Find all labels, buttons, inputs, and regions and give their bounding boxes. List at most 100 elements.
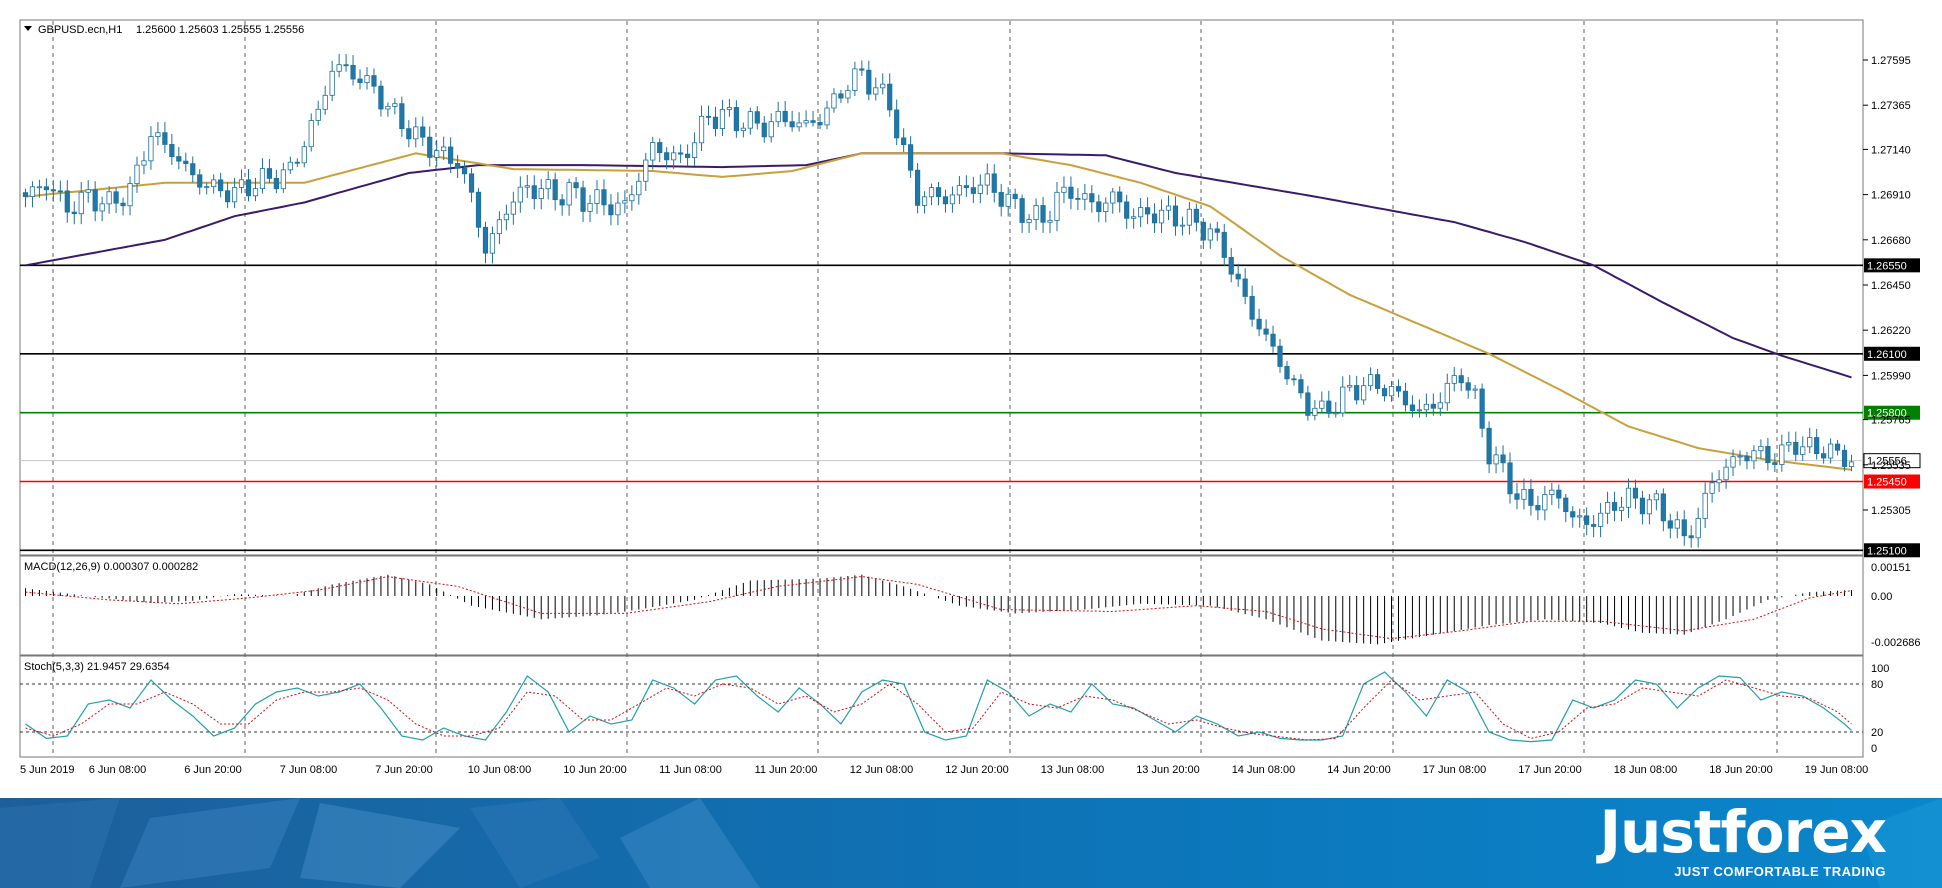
time-tick-label: 5 Jun 2019 <box>20 764 74 776</box>
ohlc-label: 1.25600 1.25603 1.25555 1.25556 <box>136 24 304 36</box>
stoch-label: Stoch(5,3,3) 21.9457 29.6354 <box>24 661 170 673</box>
candle-bull <box>1674 519 1680 529</box>
candle-bear <box>448 146 454 164</box>
candle-bull <box>99 203 105 212</box>
level-tag <box>1864 405 1920 420</box>
level-tag-label: 1.25450 <box>1867 477 1907 489</box>
candle-bear <box>1765 445 1771 464</box>
candle-bear <box>1660 493 1666 522</box>
candle-bear <box>664 152 670 161</box>
candle-bear <box>1242 278 1248 297</box>
stoch-panel-frame <box>19 655 1864 758</box>
candle-bear <box>1270 333 1276 347</box>
level-tag <box>1864 543 1920 558</box>
candle-bull <box>824 107 830 126</box>
ma-fast-line <box>25 152 1852 471</box>
candle-bear <box>1040 205 1046 223</box>
macd-tick-label: 0.00 <box>1871 591 1892 603</box>
candle-bull <box>280 169 286 190</box>
candle-bear <box>887 83 893 111</box>
candle-bear <box>1409 404 1416 411</box>
candle-bull <box>538 188 544 199</box>
candle-bear <box>71 211 77 215</box>
price-tick-label: 1.25535 <box>1871 460 1911 472</box>
candle-bull <box>1493 454 1499 465</box>
time-tick-label: 13 Jun 20:00 <box>1136 764 1200 776</box>
candle-bull <box>141 160 147 166</box>
stoch-tick-label: 20 <box>1871 727 1883 739</box>
candle-bull <box>650 142 656 161</box>
candle-bear <box>1075 198 1081 200</box>
price-tick-label: 1.26680 <box>1871 235 1911 247</box>
candle-bear <box>169 144 175 157</box>
candle-bull <box>845 90 851 99</box>
level-tag-label: 1.26550 <box>1867 260 1907 272</box>
candle-bear <box>266 168 273 179</box>
candle-bull <box>315 108 321 121</box>
candle-bear <box>1535 505 1541 511</box>
candle-bull <box>503 213 509 221</box>
candlestick-chart: 1.26550 1.26100 1.25800 1.25450 1.25100 1.255… <box>19 19 1921 776</box>
candle-bull <box>671 152 677 161</box>
candle-bear <box>1012 193 1018 199</box>
candle-bear <box>475 191 482 228</box>
candle-bear <box>454 163 461 169</box>
candle-bull <box>1416 409 1423 412</box>
time-tick-label: 17 Jun 20:00 <box>1518 764 1582 776</box>
candle-bear <box>810 120 816 123</box>
macd-panel-frame <box>19 555 1864 656</box>
candle-bear <box>1772 462 1778 465</box>
candle-bear <box>183 160 189 165</box>
candle-bear <box>1611 502 1618 511</box>
candle-bull <box>1786 442 1792 446</box>
candle-bear <box>817 122 823 126</box>
decor-shape <box>620 798 760 888</box>
candle-bull <box>977 184 983 194</box>
time-tick-label: 12 Jun 08:00 <box>850 764 914 776</box>
time-tick-label: 18 Jun 20:00 <box>1709 764 1773 776</box>
candle-bear <box>859 68 865 71</box>
candle-bear <box>573 182 579 189</box>
candle-bear <box>350 65 356 80</box>
candle-bear <box>1200 221 1206 241</box>
brand-name: Justforex <box>1599 798 1887 866</box>
candle-bear <box>580 187 586 212</box>
candle-bull <box>1207 228 1213 241</box>
candle-bear <box>1793 442 1799 455</box>
candle-bull <box>155 132 161 137</box>
candle-bear <box>1744 455 1750 462</box>
decor-shape <box>300 803 460 888</box>
candle-bear <box>1556 489 1562 499</box>
candle-bear <box>245 179 252 197</box>
candle-bear <box>1096 201 1102 212</box>
candle-bear <box>1277 345 1283 367</box>
candle-bull <box>747 111 753 129</box>
candle-bear <box>22 192 29 197</box>
candle-bull <box>329 70 335 96</box>
candle-bull <box>1702 492 1708 519</box>
candle-bear <box>427 136 433 158</box>
candle-bull <box>880 83 886 89</box>
decor-shape <box>120 798 300 888</box>
candle-bear <box>1632 487 1639 499</box>
candle-bull <box>211 179 217 188</box>
candle-bear <box>1326 400 1332 414</box>
candle-bear <box>552 179 558 201</box>
candle-bull <box>1646 499 1652 515</box>
candle-bull <box>85 189 91 193</box>
candle-bull <box>615 202 621 216</box>
candle-bear <box>1256 318 1262 330</box>
candle-bull <box>831 93 837 109</box>
candle-bull <box>1103 202 1109 212</box>
candle-bull <box>1604 502 1611 514</box>
candle-bull <box>1437 402 1443 409</box>
macd-tick-label: 0.00151 <box>1871 562 1911 574</box>
candle-bear <box>838 93 844 99</box>
candle-bull <box>1695 518 1701 539</box>
candle-bear <box>754 111 760 124</box>
candle-bear <box>1221 231 1227 258</box>
current-price-label: 1.25556 <box>1867 456 1907 468</box>
menu-triangle-icon[interactable] <box>24 26 32 31</box>
candle-bear <box>1528 488 1534 506</box>
candle-bear <box>162 132 168 145</box>
